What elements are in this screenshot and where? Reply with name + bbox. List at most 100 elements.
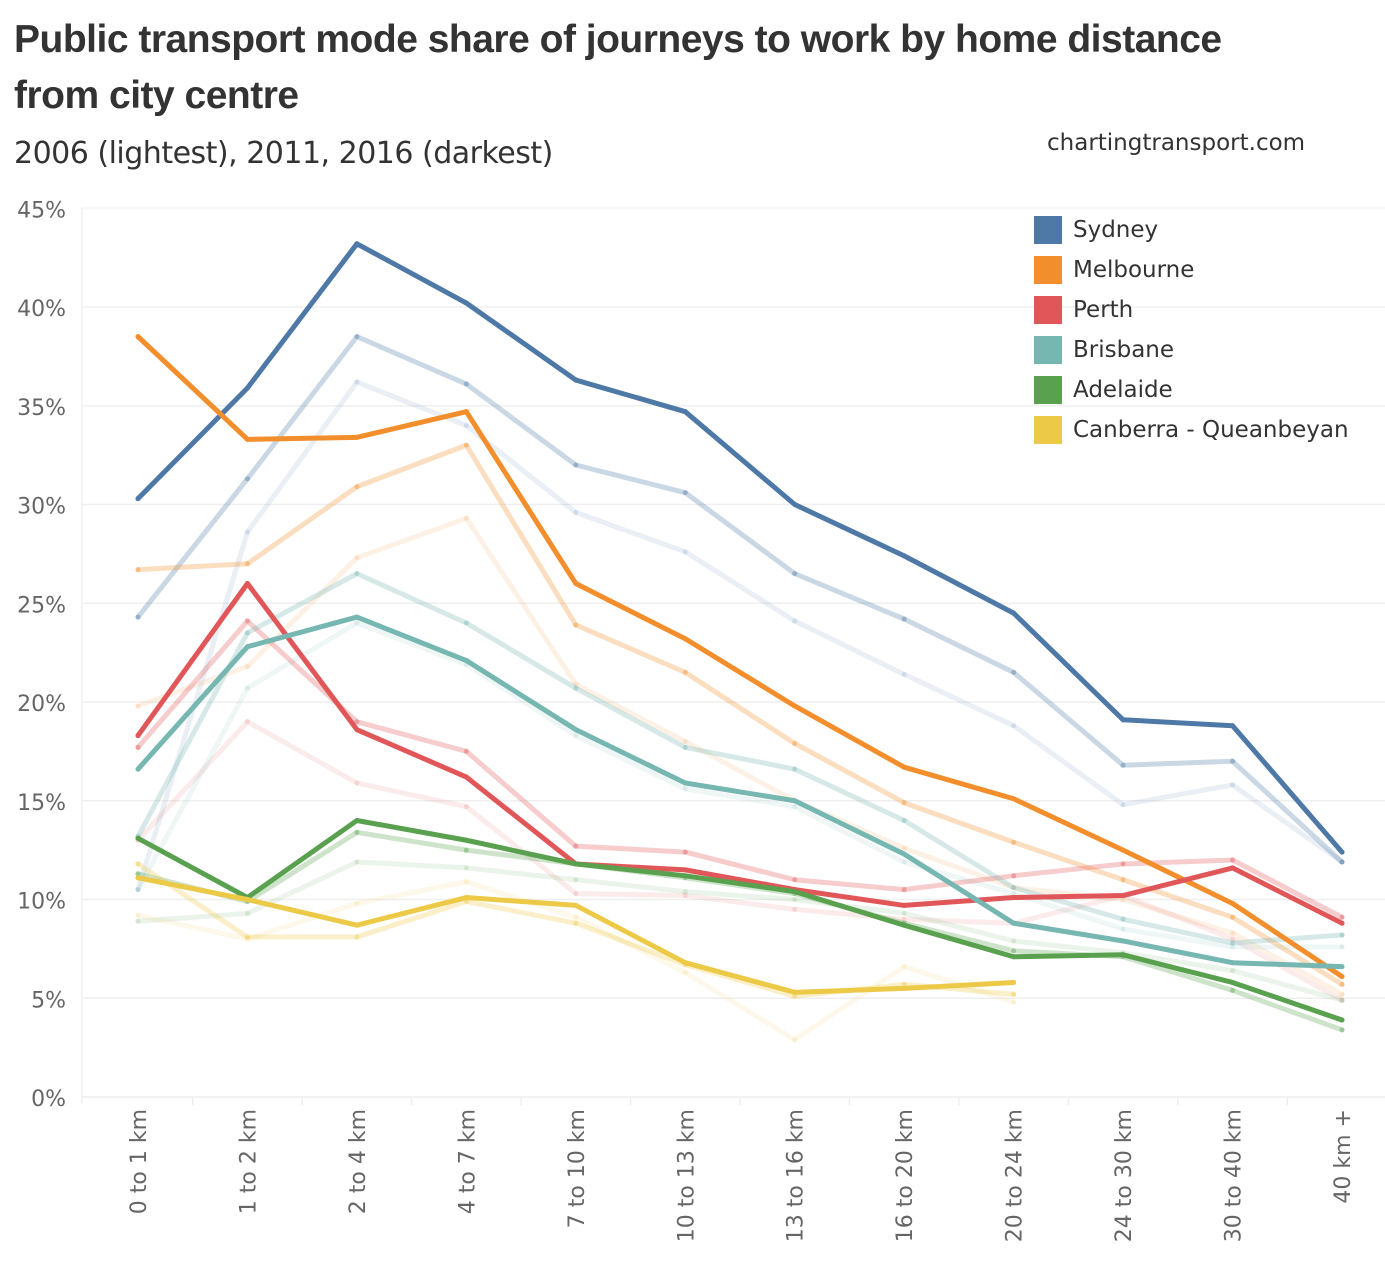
- chart-title: Public transport mode share of journeys …: [14, 18, 1222, 117]
- data-point-brisbane-2016: [354, 614, 360, 620]
- x-tick-label: 1 to 2 km: [236, 1109, 261, 1214]
- legend-swatch: [1034, 216, 1062, 244]
- data-point-brisbane-2011: [682, 744, 688, 750]
- data-point-sydney-2016: [354, 241, 360, 247]
- gridlines: [81, 207, 1385, 1103]
- data-point-sydney-2006: [244, 529, 250, 535]
- data-point-sydney-2006: [463, 423, 469, 428]
- data-point-melbourne-2016: [682, 636, 688, 642]
- data-point-brisbane-2016: [463, 658, 469, 664]
- legend-item[interactable]: Perth: [1034, 290, 1349, 330]
- legend-item[interactable]: Sydney: [1034, 210, 1349, 250]
- legend-item[interactable]: Adelaide: [1034, 370, 1349, 410]
- series-line-melbourne-2006: [135, 515, 1345, 997]
- data-point-canberra-queanbeyan-2016: [901, 985, 907, 991]
- data-point-melbourne-2011: [135, 567, 141, 573]
- series-line-sydney-2016: [135, 241, 1345, 855]
- legend-label: Perth: [1073, 297, 1134, 323]
- y-tick-label: 35%: [17, 396, 66, 421]
- data-point-melbourne-2011: [1339, 981, 1345, 987]
- data-point-brisbane-2011: [463, 620, 469, 626]
- source-credit: chartingtransport.com: [1047, 130, 1306, 156]
- data-point-sydney-2011: [792, 571, 798, 577]
- data-point-sydney-2006: [573, 509, 579, 515]
- data-point-brisbane-2011: [901, 818, 907, 823]
- data-point-sydney-2006: [1011, 723, 1017, 729]
- data-point-perth-2011: [573, 843, 579, 849]
- data-point-sydney-2006: [1339, 859, 1345, 865]
- x-tick-label: 20 to 24 km: [1003, 1109, 1028, 1242]
- data-point-melbourne-2011: [573, 622, 579, 628]
- data-point-canberra-queanbeyan-2006: [244, 936, 250, 942]
- data-point-perth-2016: [1120, 893, 1126, 899]
- data-point-canberra-queanbeyan-2006: [135, 912, 141, 918]
- data-point-melbourne-2016: [135, 334, 141, 340]
- data-point-sydney-2006: [682, 549, 688, 555]
- data-point-perth-2016: [1230, 865, 1236, 871]
- data-point-adelaide-2016: [1339, 1017, 1345, 1023]
- y-tick-label: 20%: [17, 692, 66, 717]
- legend-item[interactable]: Melbourne: [1034, 250, 1349, 290]
- series-line-melbourne-2016: [135, 334, 1345, 980]
- data-point-melbourne-2011: [901, 800, 907, 806]
- data-point-canberra-queanbeyan-2011: [354, 934, 360, 940]
- x-tick-label: 2 to 4 km: [346, 1109, 371, 1214]
- data-point-sydney-2011: [463, 381, 469, 387]
- data-point-brisbane-2011: [354, 571, 360, 577]
- legend-item[interactable]: Brisbane: [1034, 330, 1349, 370]
- data-point-adelaide-2006: [901, 910, 907, 916]
- series-line-brisbane-2006: [135, 620, 1345, 950]
- x-tick-label: 4 to 7 km: [455, 1109, 480, 1214]
- x-tick-label: 40 km +: [1331, 1109, 1356, 1204]
- data-point-brisbane-2006: [244, 685, 250, 691]
- data-point-perth-2016: [1011, 895, 1017, 901]
- legend-swatch: [1034, 256, 1062, 284]
- data-point-sydney-2011: [1120, 762, 1126, 768]
- data-point-adelaide-2016: [1011, 954, 1017, 960]
- data-point-adelaide-2016: [901, 922, 907, 928]
- legend-label: Adelaide: [1073, 377, 1173, 403]
- data-point-perth-2016: [244, 581, 250, 586]
- series-line-brisbane-2016: [135, 614, 1345, 970]
- data-point-adelaide-2011: [1339, 1027, 1345, 1033]
- data-point-brisbane-2016: [1230, 960, 1236, 966]
- data-point-melbourne-2016: [901, 764, 907, 770]
- data-point-canberra-queanbeyan-2006: [463, 879, 469, 885]
- data-point-melbourne-2006: [1339, 991, 1345, 997]
- data-point-perth-2006: [901, 916, 907, 922]
- x-axis: 0 to 1 km 1 to 2 km 2 to 4 km 4 to 7 km 7 to…: [127, 1098, 1356, 1242]
- data-point-melbourne-2016: [1120, 847, 1126, 853]
- data-point-sydney-2016: [792, 502, 798, 507]
- data-point-brisbane-2016: [135, 766, 141, 772]
- data-point-canberra-queanbeyan-2011: [792, 993, 798, 999]
- data-point-adelaide-2011: [463, 847, 469, 853]
- legend-swatch: [1034, 376, 1062, 404]
- y-tick-label: 0%: [31, 1087, 66, 1112]
- data-point-melbourne-2006: [135, 703, 141, 709]
- data-point-perth-2016: [463, 774, 469, 780]
- data-point-adelaide-2006: [682, 889, 688, 895]
- data-point-brisbane-2016: [1011, 920, 1017, 926]
- legend-label: Sydney: [1073, 217, 1159, 243]
- data-point-melbourne-2011: [682, 669, 688, 675]
- x-tick-label: 10 to 13 km: [674, 1109, 699, 1242]
- data-point-perth-2011: [354, 719, 360, 725]
- data-point-canberra-queanbeyan-2011: [135, 861, 141, 867]
- data-point-melbourne-2016: [573, 581, 579, 586]
- data-point-adelaide-2006: [463, 865, 469, 871]
- data-point-adelaide-2006: [135, 918, 141, 924]
- data-point-perth-2011: [135, 744, 141, 750]
- x-tick-label: 13 to 16 km: [784, 1109, 809, 1242]
- data-point-perth-2006: [463, 804, 469, 810]
- legend-item[interactable]: Canberra - Queanbeyan: [1034, 410, 1349, 450]
- data-point-perth-2011: [1011, 873, 1017, 879]
- data-point-melbourne-2006: [1230, 930, 1236, 936]
- data-point-sydney-2011: [244, 476, 250, 482]
- data-point-brisbane-2011: [1230, 940, 1236, 946]
- data-point-sydney-2006: [792, 618, 798, 624]
- data-point-sydney-2006: [135, 887, 141, 893]
- y-tick-label: 40%: [17, 297, 66, 322]
- data-point-canberra-queanbeyan-2006: [792, 1037, 798, 1043]
- series-line-adelaide-2016: [135, 818, 1345, 1023]
- series-line-adelaide-2006: [135, 859, 1345, 1003]
